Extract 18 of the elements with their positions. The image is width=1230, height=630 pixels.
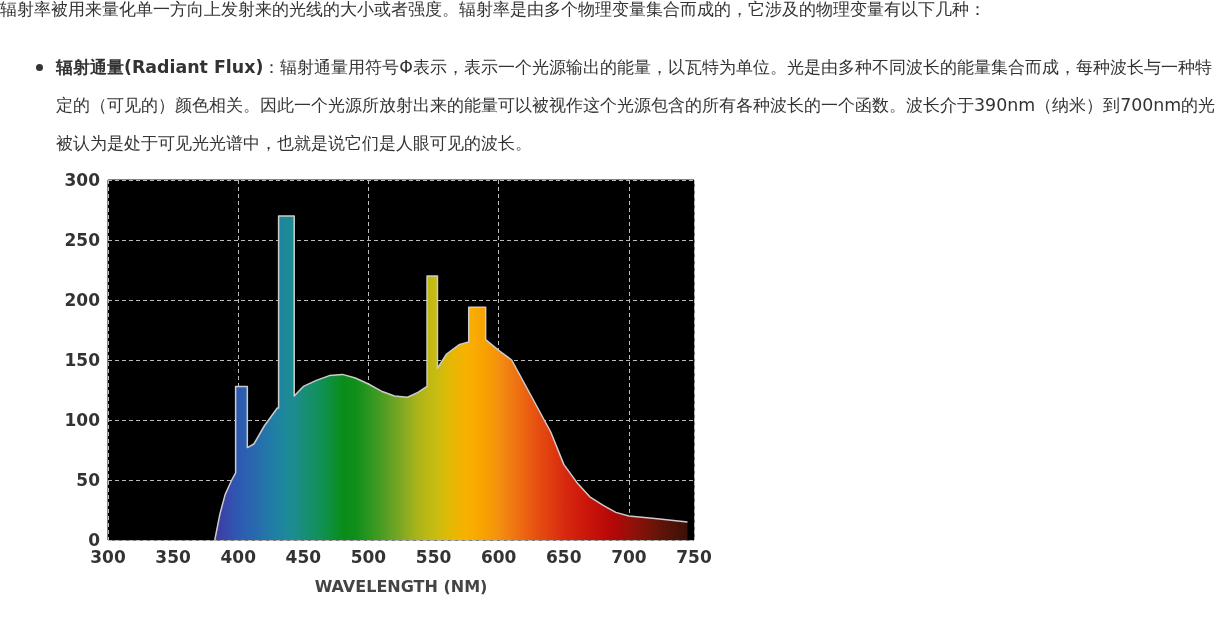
x-tick-label: 700 [611,546,647,567]
y-tick-label: 50 [76,470,101,490]
x-tick-label: 750 [676,546,712,567]
x-tick-label: 350 [155,546,192,567]
x-tick-label: 500 [350,546,387,567]
y-tick-label: 100 [64,410,101,430]
x-axis-title: WAVELENGTH (NM) [314,576,488,596]
x-tick-label: 450 [285,546,322,567]
y-tick-label: 250 [64,230,101,250]
text: 辐射通量(Radiant Flux) [56,57,264,77]
y-tick-label: 300 [64,170,101,190]
x-tick-label: 600 [480,546,517,567]
x-tick-label: 400 [220,546,257,567]
y-tick-label: 150 [64,350,101,370]
chart-title: 辐射率被用来量化单一方向上发射来的光线的大小或者强度。辐射率是由多个物理变量集合而成的，它涉及的物理变量有以下几种： [0,0,986,21]
x-tick-label: 650 [546,546,582,567]
y-tick-label: 200 [64,290,101,310]
x-tick-label: 550 [415,546,452,567]
